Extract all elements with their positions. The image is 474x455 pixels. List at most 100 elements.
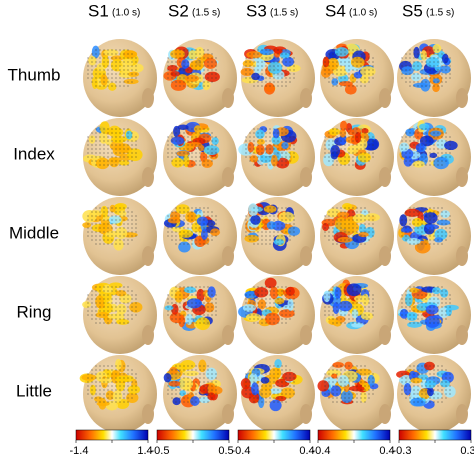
sensor-dot [413, 373, 415, 375]
sensor-dot [364, 397, 366, 399]
ear [222, 246, 234, 266]
sensor-dot [111, 389, 113, 391]
sensor-dot [356, 148, 358, 150]
sensor-dot [131, 393, 133, 395]
sensor-dot [199, 144, 201, 146]
sensor-dot [364, 65, 366, 67]
sensor-dot [211, 393, 213, 395]
sensor-dot [437, 128, 439, 130]
sensor-dot [99, 227, 101, 229]
sensor-dot [207, 298, 209, 300]
sensor-dot [175, 148, 177, 150]
sensor-dot [183, 369, 185, 371]
sensor-dot [245, 69, 247, 71]
sensor-dot [131, 156, 133, 158]
sensor-dot [191, 377, 193, 379]
sensor-dot [253, 156, 255, 158]
sensor-dot [207, 290, 209, 292]
sensor-dot [87, 73, 89, 75]
sensor-dot [261, 298, 263, 300]
sensor-dot [340, 373, 342, 375]
sensor-dot [195, 239, 197, 241]
sensor-dot [207, 49, 209, 51]
sensor-dot [285, 365, 287, 367]
sensor-dot [401, 298, 403, 300]
sensor-dot [103, 385, 105, 387]
sensor-dot [257, 227, 259, 229]
sensor-dot [368, 381, 370, 383]
sensor-dot [328, 310, 330, 312]
sensor-dot [368, 136, 370, 138]
sensor-dot [437, 219, 439, 221]
sensor-dot [429, 231, 431, 233]
sensor-dot [437, 144, 439, 146]
activation-blob [348, 385, 365, 392]
sensor-dot [119, 239, 121, 241]
sensor-dot [421, 401, 423, 403]
sensor-dot [127, 243, 129, 245]
sensor-dot [107, 310, 109, 312]
sensor-dot [364, 128, 366, 130]
activation-blob [249, 373, 258, 384]
sensor-dot [135, 373, 137, 375]
sensor-dot [87, 294, 89, 296]
sensor-dot [127, 152, 129, 154]
sensor-dot [175, 385, 177, 387]
sensor-dot [352, 85, 354, 87]
sensor-dot [336, 132, 338, 134]
sensor-dot [111, 164, 113, 166]
sensor-dot [187, 239, 189, 241]
sensor-dot [421, 219, 423, 221]
sensor-dot [352, 132, 354, 134]
sensor-dot [123, 81, 125, 83]
sensor-dot [191, 215, 193, 217]
sensor-dot [175, 389, 177, 391]
sensor-dot [269, 156, 271, 158]
sensor-dot [421, 128, 423, 130]
sensor-dot [269, 302, 271, 304]
activation-blob [345, 222, 360, 233]
sensor-dot [356, 401, 358, 403]
sensor-dot [441, 160, 443, 162]
sensor-dot [364, 369, 366, 371]
sensor-dot [119, 81, 121, 83]
sensor-dot [175, 160, 177, 162]
sensor-dot [417, 365, 419, 367]
sensor-dot [405, 132, 407, 134]
activation-blob [130, 63, 144, 73]
sensor-dot [111, 207, 113, 209]
sensor-dot [340, 81, 342, 83]
sensor-dot [191, 77, 193, 79]
sensor-dot [115, 223, 117, 225]
sensor-dot [360, 69, 362, 71]
sensor-dot [123, 286, 125, 288]
sensor-dot [127, 373, 129, 375]
sensor-dot [356, 57, 358, 59]
sensor-dot [245, 57, 247, 59]
sensor-dot [91, 152, 93, 154]
head-map [320, 39, 394, 117]
sensor-dot [261, 290, 263, 292]
sensor-dot [413, 211, 415, 213]
head-map [240, 39, 315, 117]
sensor-dot [265, 156, 267, 158]
sensor-dot [127, 85, 129, 87]
sensor-dot [281, 377, 283, 379]
sensor-dot [95, 53, 97, 55]
sensor-dot [107, 160, 109, 162]
sensor-dot [368, 140, 370, 142]
sensor-dot [372, 136, 374, 138]
sensor-dot [91, 290, 93, 292]
sensor-dot [195, 49, 197, 51]
sensor-dot [332, 298, 334, 300]
sensor-dot [215, 373, 217, 375]
sensor-dot [215, 298, 217, 300]
sensor-dot [273, 231, 275, 233]
activation-blob [415, 143, 425, 152]
sensor-dot [277, 231, 279, 233]
sensor-dot [99, 294, 101, 296]
sensor-dot [249, 389, 251, 391]
sensor-dot [95, 389, 97, 391]
sensor-dot [167, 227, 169, 229]
activation-blob [334, 47, 349, 57]
